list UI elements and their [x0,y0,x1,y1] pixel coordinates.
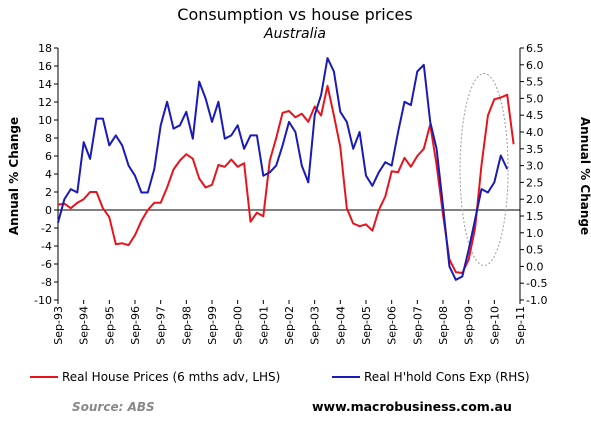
right-tick-label: 3.0 [526,160,544,173]
x-tick-label: Sep-97 [155,306,168,345]
right-axis-label: Annual % Change [578,117,591,235]
right-tick-label: 0.0 [526,260,544,273]
house-prices-line [57,84,515,274]
x-tick-label: Sep-09 [463,306,476,345]
x-tick-label: Sep-93 [52,306,65,345]
left-tick-label: -10 [34,294,52,307]
x-tick-label: Sep-98 [180,306,193,345]
left-tick-label: -8 [41,276,52,289]
x-tick-label: Sep-94 [78,306,91,345]
chart-subtitle: Australia [263,26,326,42]
x-tick-label: Sep-04 [334,306,347,345]
right-tick-label: 3.5 [526,143,544,156]
x-tick-label: Sep-11 [514,306,527,345]
right-tick-label: 0.5 [526,244,544,257]
left-tick-label: 16 [38,60,52,73]
x-tick-label: Sep-10 [488,306,501,345]
left-tick-label: -4 [41,240,52,253]
left-tick-label: 10 [38,114,52,127]
left-tick-label: -2 [41,222,52,235]
left-tick-label: -6 [41,258,52,271]
left-tick-label: 4 [45,168,52,181]
left-tick-label: 6 [45,150,52,163]
right-tick-label: 2.0 [526,193,544,206]
right-tick-label: 4.0 [526,126,544,139]
site-url: www.macrobusiness.com.au [312,399,512,414]
left-tick-label: 14 [38,78,52,91]
x-tick-label: Sep-08 [437,306,450,345]
x-tick-label: Sep-03 [309,306,322,345]
left-tick-label: 2 [45,186,52,199]
plot-area: 18 16 14 12 10 8 6 4 2 0 -2 -4 -6 -8 -10 6.5 6.0 5.5 5.0 4.… [34,42,547,345]
source-note: Source: ABS [72,400,155,414]
right-tick-label: 6.0 [526,59,544,72]
x-tick-label: Sep-95 [103,306,116,345]
x-tick-label: Sep-01 [257,306,270,345]
right-tick-label: 5.0 [526,92,544,105]
legend-house-label: Real House Prices (6 mths adv, LHS) [62,370,280,384]
right-tick-label: 1.0 [526,227,544,240]
chart-title: Consumption vs house prices [177,5,412,24]
legend-cons-label: Real H'hold Cons Exp (RHS) [364,370,530,384]
left-tick-label: 12 [38,96,52,109]
left-tick-label: 0 [45,204,52,217]
right-tick-label: 5.5 [526,76,544,89]
highlight-ellipse [459,73,509,266]
right-tick-label: 2.5 [526,176,544,189]
x-tick-label: Sep-05 [360,306,373,345]
right-tick-label: 6.5 [526,42,544,55]
left-tick-label: 8 [45,132,52,145]
x-tick-label: Sep-00 [232,306,245,345]
x-tick-label: Sep-06 [386,306,399,345]
right-tick-label: -0.5 [526,277,547,290]
x-tick-label: Sep-99 [206,306,219,345]
right-tick-label: 1.5 [526,210,544,223]
consumption-line [57,57,509,281]
right-tick-label: -1.0 [526,294,547,307]
right-tick-label: 4.5 [526,109,544,122]
left-axis-label: Annual % Change [7,117,21,235]
x-tick-label: Sep-07 [411,306,424,345]
x-tick-label: Sep-02 [283,306,296,345]
legend: Real House Prices (6 mths adv, LHS) Real… [30,370,530,384]
x-tick-label: Sep-96 [129,306,142,345]
left-tick-label: 18 [38,42,52,55]
